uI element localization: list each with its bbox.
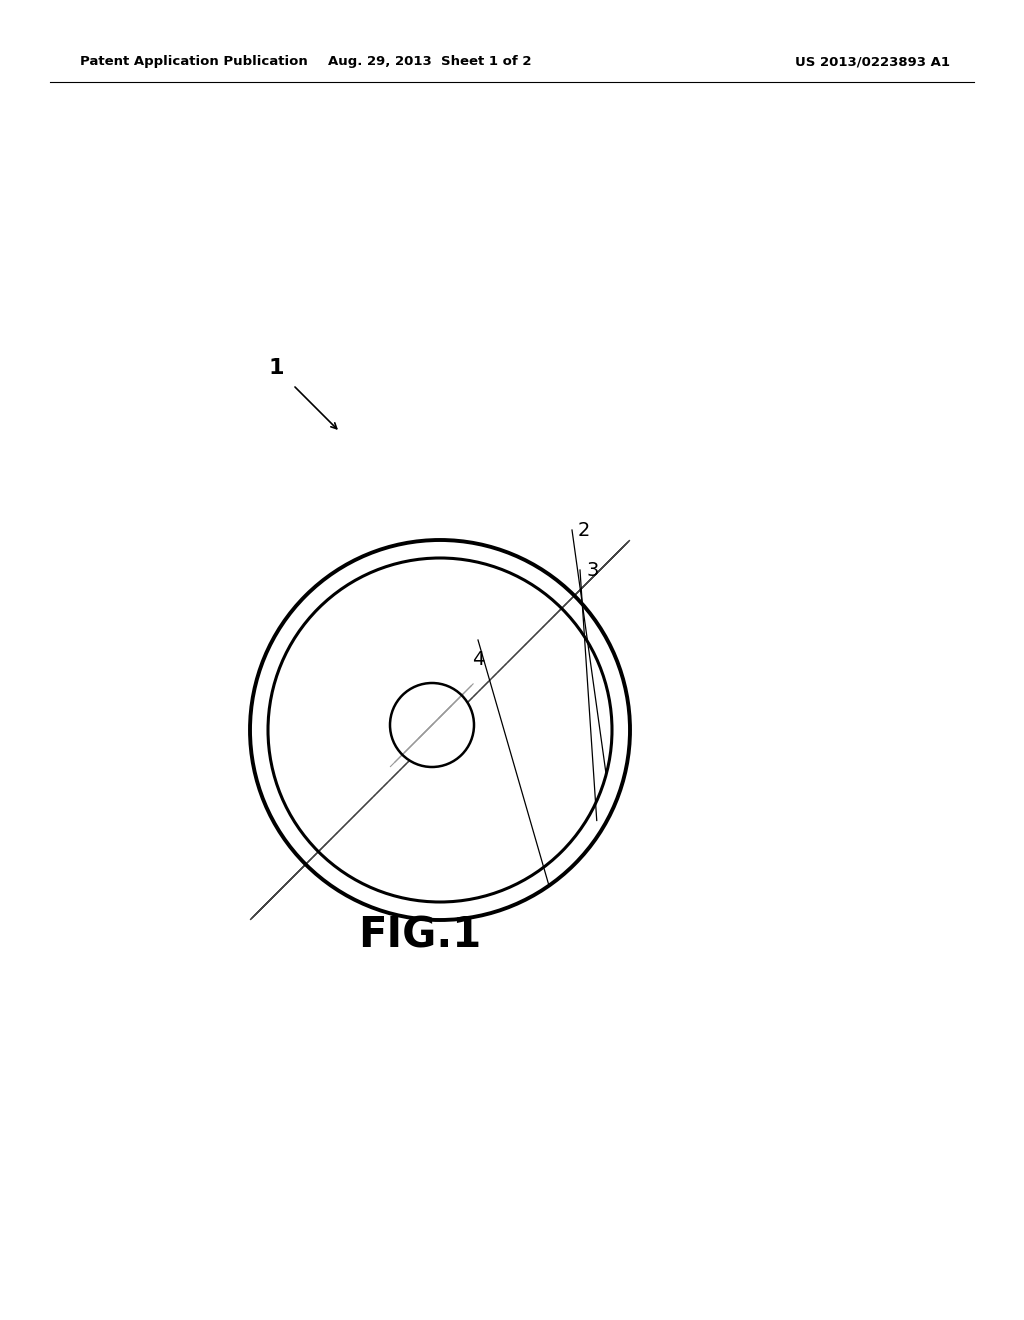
Text: 4: 4 xyxy=(472,649,484,669)
Text: FIG.1: FIG.1 xyxy=(358,913,481,956)
Circle shape xyxy=(390,682,474,767)
Text: US 2013/0223893 A1: US 2013/0223893 A1 xyxy=(795,55,950,69)
Text: 2: 2 xyxy=(578,520,591,540)
Text: 3: 3 xyxy=(586,561,598,579)
Text: Patent Application Publication: Patent Application Publication xyxy=(80,55,308,69)
Text: 1: 1 xyxy=(268,358,284,378)
Circle shape xyxy=(250,540,630,920)
Circle shape xyxy=(268,558,612,902)
Text: Aug. 29, 2013  Sheet 1 of 2: Aug. 29, 2013 Sheet 1 of 2 xyxy=(329,55,531,69)
